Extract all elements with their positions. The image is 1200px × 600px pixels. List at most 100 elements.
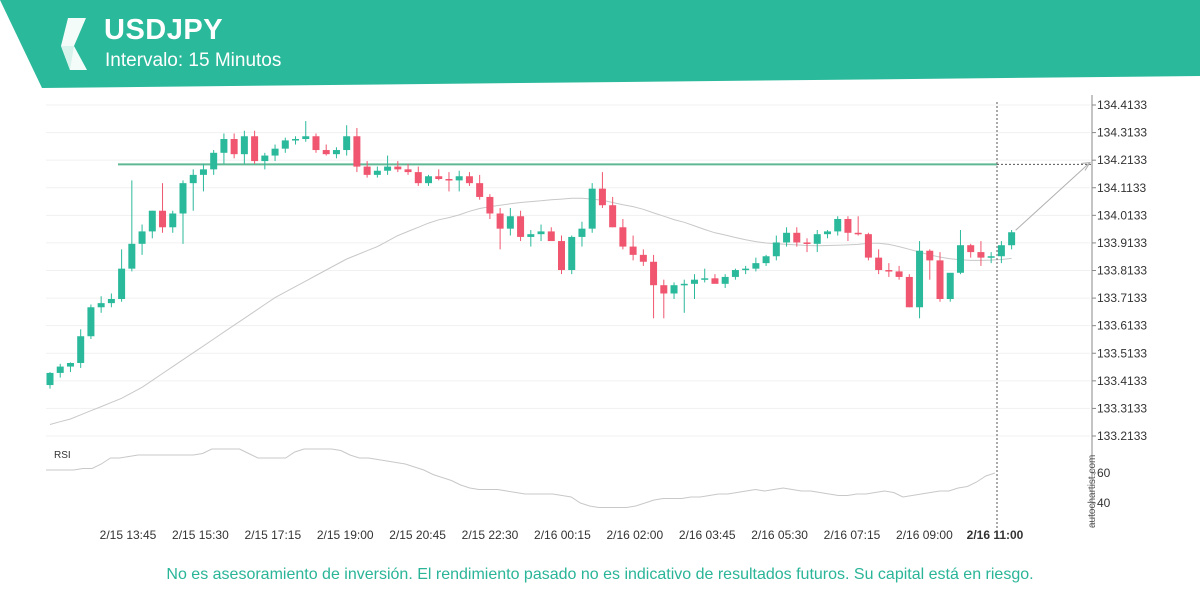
candle — [956, 230, 964, 275]
candle — [772, 235, 780, 261]
candle — [384, 155, 392, 175]
candle-body — [844, 219, 852, 233]
candle — [1008, 230, 1016, 250]
candle-body — [690, 279, 698, 284]
candle — [977, 241, 985, 266]
candle — [363, 161, 371, 178]
candle-body — [261, 155, 269, 162]
candle-body — [199, 169, 207, 175]
candle-body — [609, 205, 617, 228]
candle-body — [271, 148, 279, 156]
candle — [854, 216, 862, 236]
y-tick-label: 133.7133 — [1097, 291, 1147, 305]
candle-body — [384, 166, 392, 171]
candle-body — [711, 278, 719, 284]
candle-body — [56, 366, 64, 373]
candle-body — [107, 298, 115, 304]
candle-body — [803, 242, 811, 244]
candle — [568, 235, 576, 275]
candle-body — [997, 245, 1005, 257]
rsi-label: RSI — [54, 450, 71, 461]
candle-body — [445, 179, 453, 181]
candle-body — [742, 268, 750, 271]
candle-body — [956, 245, 964, 273]
candle-body — [875, 257, 883, 271]
candle — [107, 293, 115, 308]
candle — [496, 207, 504, 250]
x-tick-label: 2/16 09:00 — [896, 528, 953, 542]
candle — [332, 147, 340, 159]
y-tick-label: 133.3133 — [1097, 401, 1147, 415]
header-banner — [0, 0, 1200, 88]
candle-body — [527, 234, 535, 237]
candle-body — [639, 254, 647, 262]
candle-body — [834, 219, 842, 232]
candle-body — [731, 270, 739, 277]
candle — [414, 166, 422, 186]
x-tick-label: 2/15 17:15 — [244, 528, 301, 542]
candle — [261, 152, 269, 170]
candle-body — [752, 263, 760, 269]
candle — [946, 272, 954, 302]
candle — [742, 265, 750, 275]
candle — [148, 210, 156, 239]
candle — [425, 174, 433, 186]
candle — [660, 279, 668, 319]
candle — [803, 238, 811, 253]
candle — [435, 169, 443, 181]
candle — [844, 216, 852, 242]
candle-body — [77, 336, 85, 363]
candle-body — [629, 246, 637, 255]
candle-body — [813, 234, 821, 244]
candle — [670, 282, 678, 299]
candle — [455, 170, 463, 192]
candle — [578, 221, 586, 247]
candle-body — [363, 166, 371, 175]
candle-body — [823, 231, 831, 235]
y-tick-label: 134.1133 — [1097, 181, 1146, 195]
candle-body — [701, 278, 709, 280]
candle-body — [373, 170, 381, 175]
autochartist-logo-icon — [61, 18, 87, 70]
x-tick-label: 2/15 19:00 — [317, 528, 374, 542]
grid — [46, 104, 1090, 437]
candle-body — [650, 261, 658, 286]
y-tick-label: 134.4133 — [1097, 98, 1147, 112]
rsi-tick-label: 60 — [1097, 466, 1111, 480]
candle-body — [680, 283, 688, 286]
ma-series-line — [49, 197, 1012, 425]
candle — [609, 196, 617, 228]
candle-body — [977, 252, 985, 258]
candle — [885, 263, 893, 277]
y-tick-label: 134.0133 — [1097, 208, 1147, 222]
risk-disclaimer: No es asesoramiento de inversión. El ren… — [166, 566, 1034, 583]
chart-header: USDJPY Intervalo: 15 Minutos — [0, 0, 1200, 90]
candle-body — [465, 176, 473, 184]
rsi-tick-label: 40 — [1097, 496, 1111, 510]
candle — [721, 274, 729, 288]
candle-body — [302, 136, 310, 140]
candle-body — [588, 188, 596, 229]
candle — [752, 257, 760, 272]
candle-body — [670, 285, 678, 294]
candle-body — [619, 227, 627, 247]
candle-body — [926, 250, 934, 261]
y-tick-label: 133.8133 — [1097, 264, 1147, 278]
watermark: autochartist.com — [1087, 455, 1098, 528]
candle-body — [660, 285, 668, 294]
candle-body — [425, 176, 433, 184]
candle-body — [332, 150, 340, 155]
y-tick-label: 133.6133 — [1097, 319, 1147, 333]
candle-body — [916, 250, 924, 308]
y-tick-label: 133.5133 — [1097, 346, 1147, 360]
candle — [864, 232, 872, 261]
candle-body — [547, 231, 555, 242]
candle — [834, 216, 842, 236]
candle — [159, 183, 167, 233]
candle-body — [353, 136, 361, 167]
candle-body — [793, 232, 801, 243]
candle — [445, 172, 453, 192]
x-tick-label: 2/15 20:45 — [389, 528, 446, 542]
candle-body — [138, 231, 146, 244]
candle — [353, 127, 361, 173]
